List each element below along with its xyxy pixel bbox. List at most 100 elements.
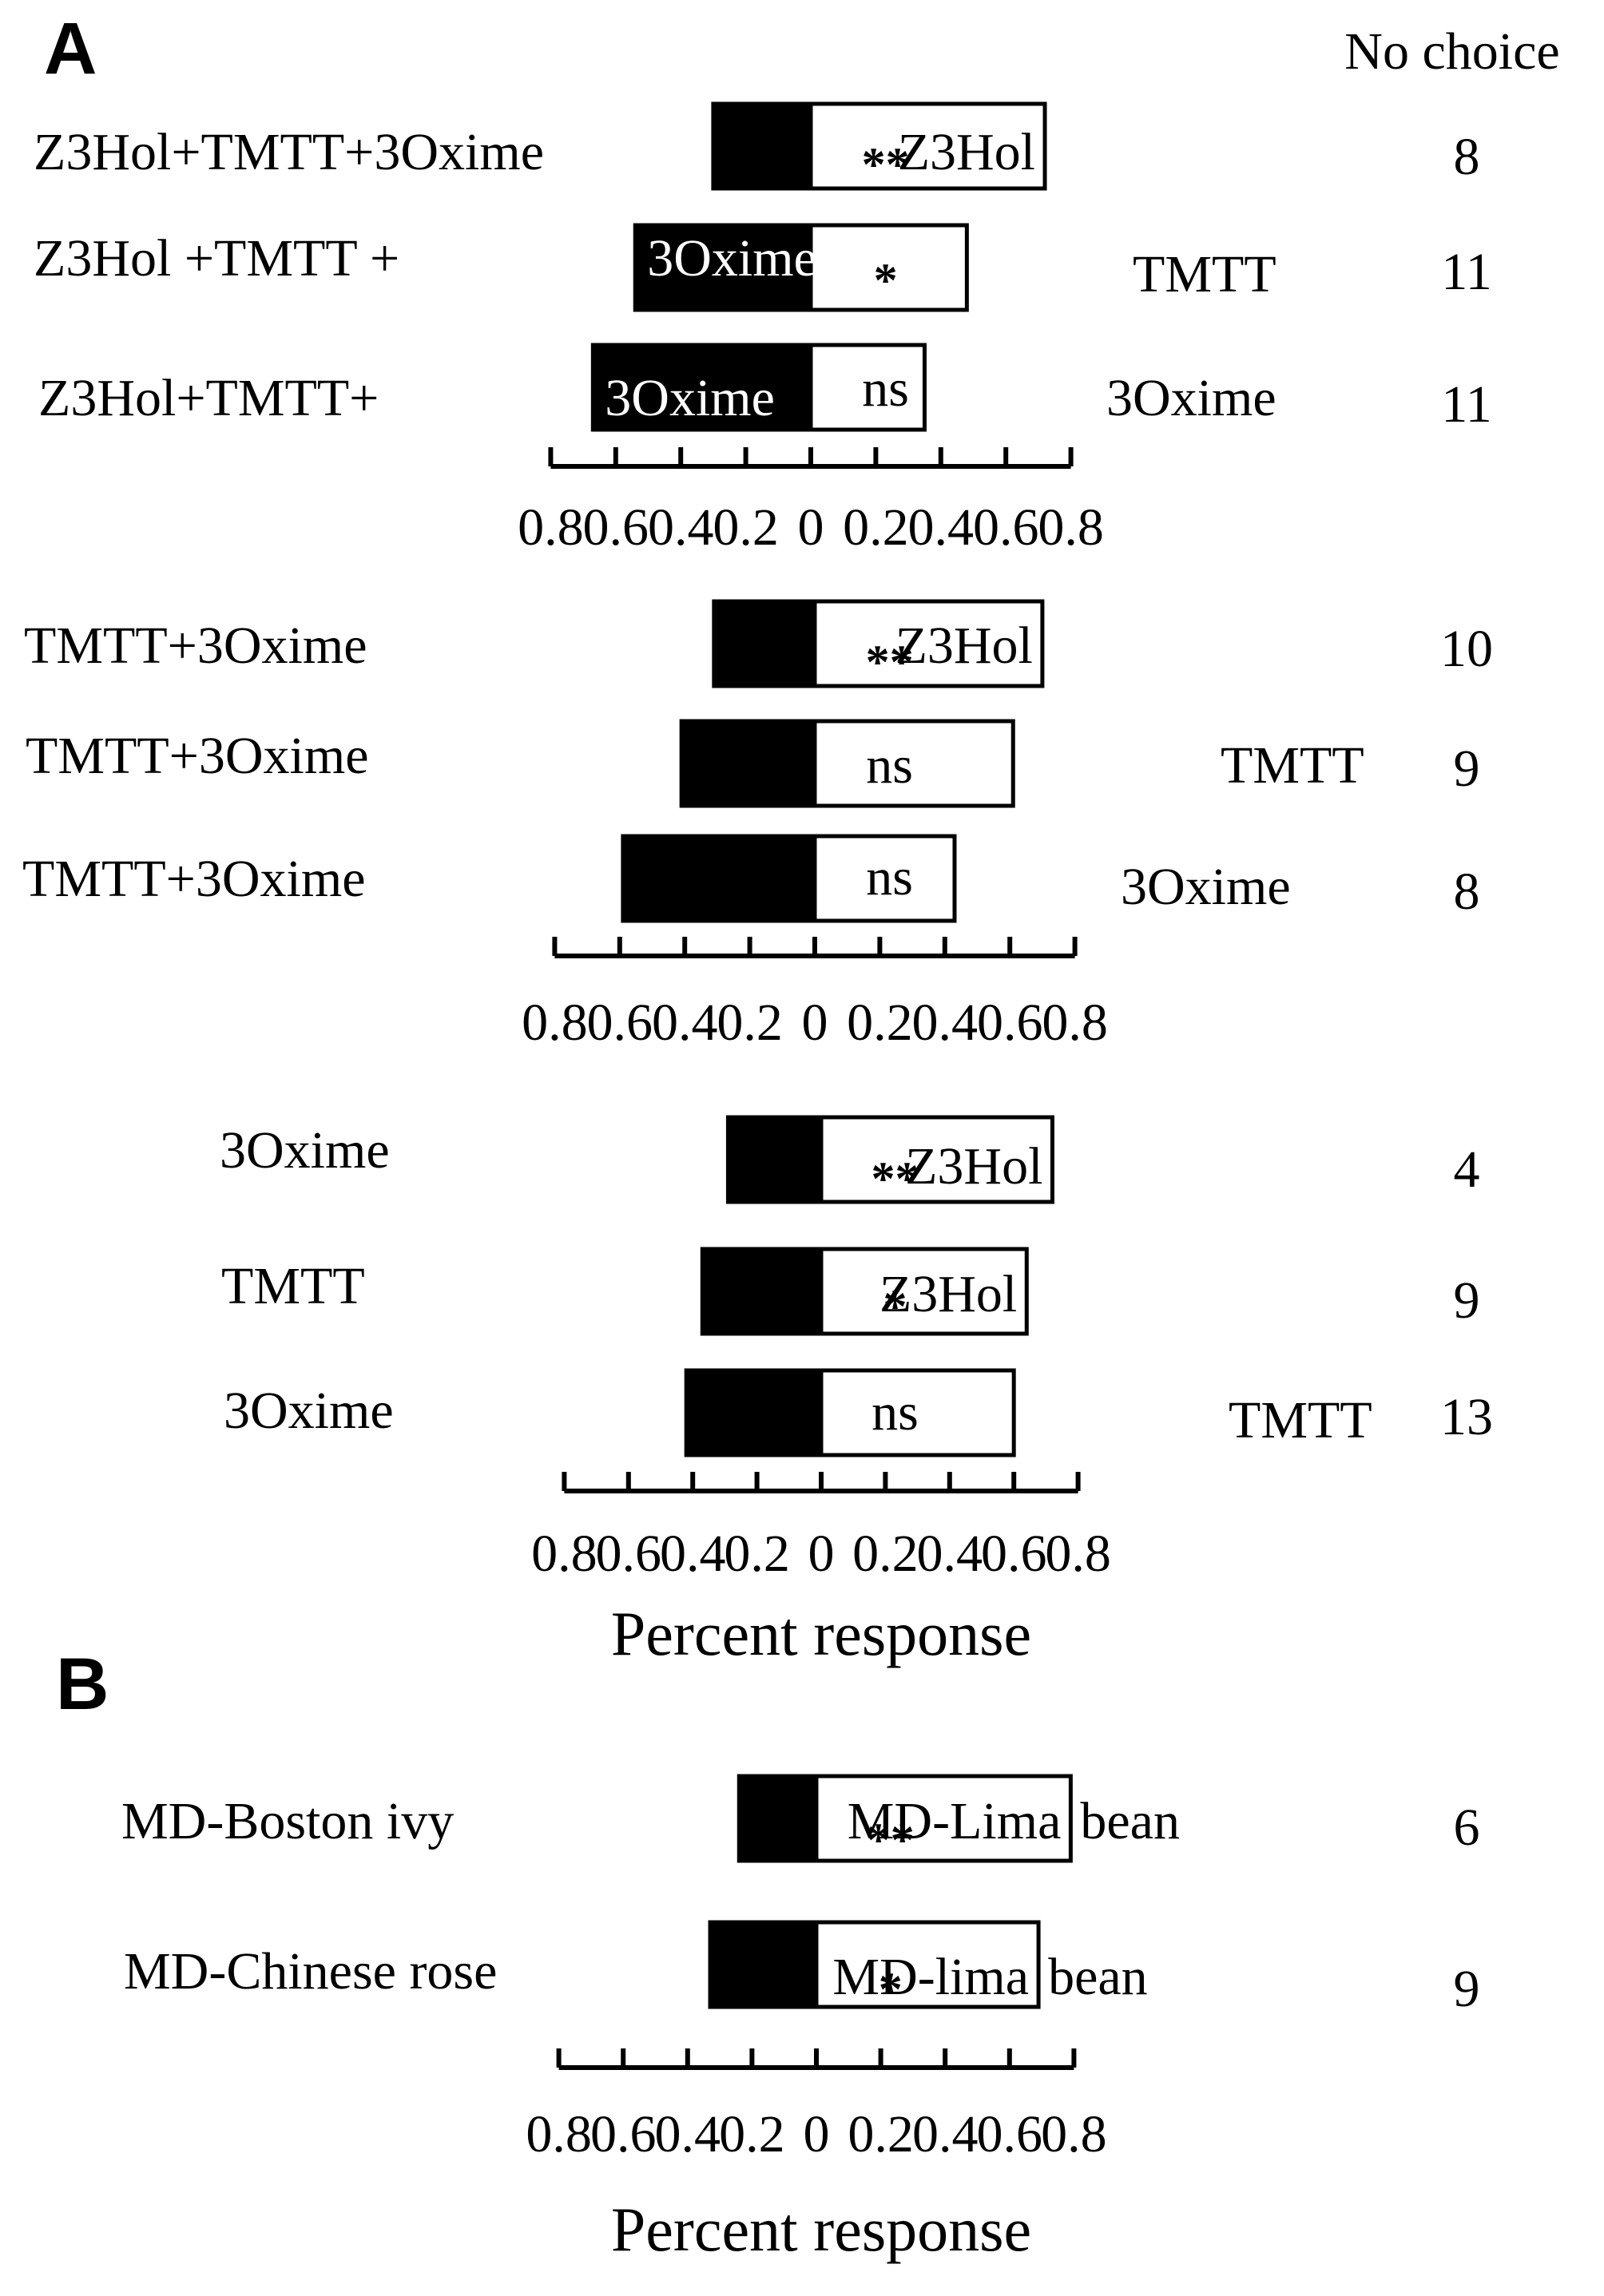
x-tick-label: 0.8 <box>1042 993 1108 1052</box>
x-tick-label: 0 <box>804 2105 830 2163</box>
left-label: 3Oxime <box>220 1121 390 1180</box>
right-label: TMTT <box>1133 245 1276 303</box>
x-tick-label: 0.4 <box>912 993 979 1052</box>
x-tick-label: 0.6 <box>587 993 653 1052</box>
right-bar <box>814 1920 1041 2009</box>
right-bar <box>808 343 927 432</box>
x-tick-label: 0.4 <box>652 993 718 1052</box>
x-tick-label: 0.2 <box>713 498 779 557</box>
no-choice-count: 8 <box>1454 862 1480 921</box>
x-tick-label: 0.2 <box>717 993 783 1052</box>
right-bar <box>808 101 1047 191</box>
x-tick-label: 0.8 <box>1041 2105 1107 2163</box>
left-label: Z3Hol+TMTT+3Oxime <box>34 123 544 181</box>
panel-letter-b: B <box>56 1644 109 1725</box>
no-choice-count: 9 <box>1454 740 1480 798</box>
left-bar <box>708 1920 819 2009</box>
left-bar <box>711 101 813 191</box>
right-label: MD-lima <box>832 1948 1029 2006</box>
x-tick-label: 0.4 <box>660 1525 726 1583</box>
left-label: MD-Boston ivy <box>121 1792 454 1850</box>
no-choice-count: 13 <box>1440 1388 1493 1446</box>
significance-mark: ** <box>867 1814 915 1866</box>
significance-mark: ns <box>862 359 909 418</box>
no-choice-header: No choice <box>1344 22 1559 81</box>
left-bar <box>633 223 813 312</box>
right-bar <box>812 599 1045 688</box>
right-label: 3Oxime <box>1106 369 1276 427</box>
x-tick-label: 0.4 <box>648 498 714 557</box>
right-label: Z3Hol <box>898 123 1035 181</box>
significance-mark: ** <box>866 636 914 688</box>
significance-mark: ns <box>866 848 913 906</box>
right-bar <box>814 1774 1073 1863</box>
left-bar <box>712 599 817 688</box>
left-bar <box>736 1774 819 1863</box>
right-bar <box>812 834 957 923</box>
right-label: TMTT <box>1229 1391 1372 1449</box>
bar-chart-panel-b: MD-Boston ivy **MD-Lima bean 6 MD-Chinese ro… <box>121 1774 1480 2264</box>
significance-mark: * <box>883 1280 907 1333</box>
left-label: TMTT <box>221 1257 365 1315</box>
left-bar <box>621 834 817 923</box>
significance-mark: * <box>874 254 898 307</box>
right-bar <box>819 1115 1054 1204</box>
x-tick-label: 0.6 <box>596 1525 662 1583</box>
x-tick-label: 0 <box>802 993 828 1052</box>
right-bar <box>812 719 1015 808</box>
right-label: Z3Hol <box>905 1137 1042 1196</box>
no-choice-count: 9 <box>1454 1271 1480 1330</box>
left-label: TMTT+3Oxime <box>26 727 368 785</box>
x-tick-label: 0.8 <box>522 993 588 1052</box>
right-label: TMTT <box>1221 736 1364 795</box>
x-tick-label: 0.4 <box>912 2105 979 2163</box>
x-tick-label: 0.2 <box>724 1525 790 1583</box>
x-tick-label: 0.4 <box>917 1525 983 1583</box>
x-tick-label: 0.2 <box>843 498 909 557</box>
right-label: 3Oxime <box>1121 858 1291 916</box>
left-bar <box>700 1247 824 1336</box>
left-inside-label: 3Oxime <box>605 369 775 427</box>
x-tick-label: 0.2 <box>848 2105 914 2163</box>
significance-mark: * <box>879 1963 903 2016</box>
right-bar <box>819 1368 1016 1457</box>
x-tick-label: 0.6 <box>981 1525 1047 1583</box>
significance-mark: ns <box>866 736 913 795</box>
x-tick-label: 0.6 <box>590 2105 657 2163</box>
x-tick-label: 0.6 <box>977 993 1043 1052</box>
left-bar <box>679 719 817 808</box>
right-label: Z3Hol <box>879 1265 1017 1323</box>
left-inside-label: 3Oxime <box>647 229 817 287</box>
no-choice-count: 4 <box>1454 1140 1480 1199</box>
left-label: TMTT+3Oxime <box>24 617 367 675</box>
left-bar <box>725 1115 824 1204</box>
right-bar <box>819 1247 1029 1336</box>
left-bar <box>590 343 813 432</box>
left-label: Z3Hol +TMTT + <box>34 229 399 287</box>
panel-letter-a: A <box>44 8 97 89</box>
x-tick-label: 0.2 <box>847 993 913 1052</box>
significance-mark: ns <box>871 1383 919 1441</box>
right-outside-label: bean <box>1080 1792 1180 1850</box>
x-tick-label: 0.4 <box>655 2105 721 2163</box>
x-tick-label: 0.8 <box>1045 1525 1111 1583</box>
no-choice-count: 9 <box>1454 1960 1480 2018</box>
x-tick-label: 0.6 <box>973 498 1039 557</box>
no-choice-count: 10 <box>1440 620 1493 678</box>
right-bar <box>808 223 969 312</box>
no-choice-count: 8 <box>1454 128 1480 186</box>
significance-mark: ** <box>871 1152 919 1205</box>
x-tick-label: 0 <box>808 1525 835 1583</box>
x-tick-label: 0.8 <box>526 2105 592 2163</box>
significance-mark: ** <box>862 138 910 191</box>
no-choice-count: 6 <box>1454 1798 1480 1857</box>
x-tick-label: 0.8 <box>1038 498 1104 557</box>
x-tick-label: 0 <box>798 498 824 557</box>
x-tick-label: 0.4 <box>908 498 975 557</box>
x-tick-label: 0.6 <box>583 498 649 557</box>
left-bar <box>684 1368 824 1457</box>
bar-chart-panel-a-two-compound: TMTT+3Oxime **Z3Hol 10 TMTT+3Oxime ns TMTT 9 TM… <box>22 599 1493 1052</box>
left-label: TMTT+3Oxime <box>22 850 365 908</box>
